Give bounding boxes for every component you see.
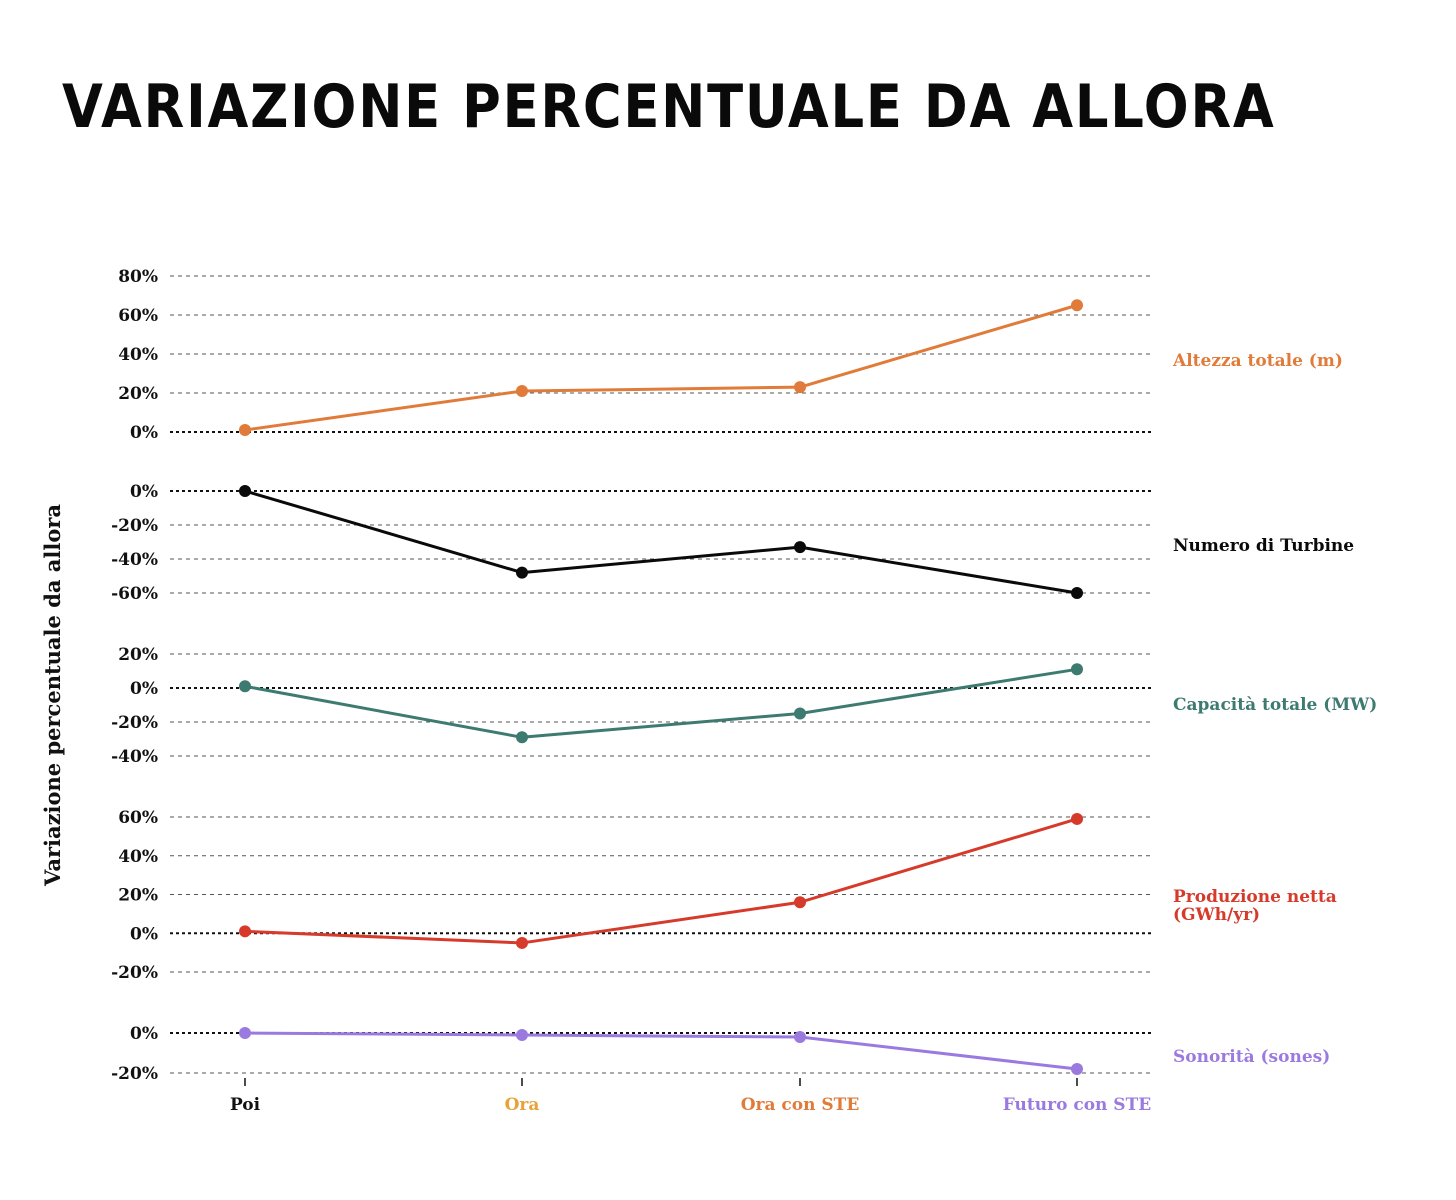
- series-label-line: Numero di Turbine: [1173, 536, 1354, 556]
- y-tick-label: -20%: [111, 1064, 158, 1084]
- x-tick-label: Ora con STE: [741, 1095, 860, 1115]
- series-label: Altezza totale (m): [1172, 351, 1343, 371]
- x-tick-label: Ora: [505, 1095, 540, 1115]
- y-tick-label: 20%: [118, 886, 158, 906]
- x-tick-label: Poi: [230, 1095, 261, 1115]
- y-tick-label: -20%: [111, 963, 158, 983]
- series-label-line: Sonorità (sones): [1173, 1047, 1330, 1067]
- y-tick-label: 80%: [118, 267, 158, 287]
- y-tick-label: -40%: [111, 550, 158, 570]
- data-point: [794, 381, 806, 394]
- data-point: [794, 541, 806, 554]
- data-point: [516, 731, 528, 744]
- series-label: Sonorità (sones): [1173, 1047, 1330, 1067]
- data-point: [516, 385, 528, 398]
- panel-0: 80% 60% 40% 20% 0% Altezza totale (m): [118, 267, 1343, 443]
- series-line: [244, 667, 1078, 739]
- data-point: [239, 680, 251, 693]
- panel-4: 0% -20% Sonorità (sones): [111, 1024, 1330, 1084]
- series-line: [244, 303, 1078, 432]
- data-point: [794, 896, 806, 909]
- y-tick-label: -20%: [111, 516, 158, 536]
- data-point: [239, 1027, 251, 1039]
- series-label-line: Produzione netta: [1173, 887, 1337, 907]
- panel-2: 20% 0% -20% -40% Capacità totale (MW): [111, 645, 1377, 767]
- y-tick-label: 20%: [118, 645, 158, 665]
- series-line: [244, 489, 1078, 595]
- series-label-line: (GWh/yr): [1173, 905, 1260, 925]
- data-point: [516, 1029, 528, 1041]
- data-point: [794, 1031, 806, 1043]
- y-tick-label: 0%: [130, 423, 158, 443]
- y-tick-label: 0%: [130, 1024, 158, 1044]
- series-label: Produzione netta (GWh/yr): [1173, 887, 1337, 925]
- x-tick-label: Futuro con STE: [1003, 1095, 1151, 1115]
- data-point: [1071, 1063, 1083, 1075]
- data-point: [239, 424, 251, 437]
- data-point: [1071, 299, 1083, 312]
- series-label: Capacità totale (MW): [1173, 695, 1377, 715]
- y-tick-label: 0%: [130, 482, 158, 502]
- panel-3: 60% 40% 20% 0% -20% Produzione netta (GWh/yr): [111, 808, 1337, 983]
- data-point: [516, 936, 528, 949]
- data-point: [1071, 587, 1083, 599]
- y-tick-label: -60%: [111, 584, 158, 604]
- x-axis: Poi Ora Ora con STE Futuro con STE: [230, 1078, 1151, 1115]
- y-tick-label: 60%: [118, 808, 158, 828]
- y-tick-label: 40%: [118, 847, 158, 867]
- y-tick-label: 40%: [118, 345, 158, 365]
- y-tick-label: 0%: [130, 924, 158, 944]
- y-tick-label: 0%: [130, 679, 158, 699]
- series-label-line: Capacità totale (MW): [1173, 695, 1377, 715]
- y-axis-label: Variazione percentuale da allora: [40, 504, 65, 887]
- chart-title: VARIAZIONE PERCENTUALE DA ALLORA: [62, 72, 1276, 142]
- y-tick-label: -40%: [111, 747, 158, 767]
- data-point: [239, 485, 251, 497]
- data-point: [516, 566, 528, 579]
- y-tick-label: -20%: [111, 713, 158, 733]
- data-point: [794, 707, 806, 720]
- series-line: [244, 817, 1078, 945]
- series-line: [244, 1031, 1078, 1071]
- data-point: [239, 925, 251, 938]
- y-tick-label: 20%: [118, 384, 158, 404]
- panel-1: 0% -20% -40% -60% Numero di Turbine: [111, 482, 1354, 604]
- series-label: Numero di Turbine: [1173, 536, 1354, 556]
- y-tick-label: 60%: [118, 306, 158, 326]
- data-point: [1071, 812, 1083, 825]
- chart-panels: 80% 60% 40% 20% 0% Altezza totale (m) 0% -20% -4…: [111, 267, 1377, 1084]
- series-label-line: Altezza totale (m): [1172, 351, 1343, 371]
- data-point: [1071, 663, 1083, 676]
